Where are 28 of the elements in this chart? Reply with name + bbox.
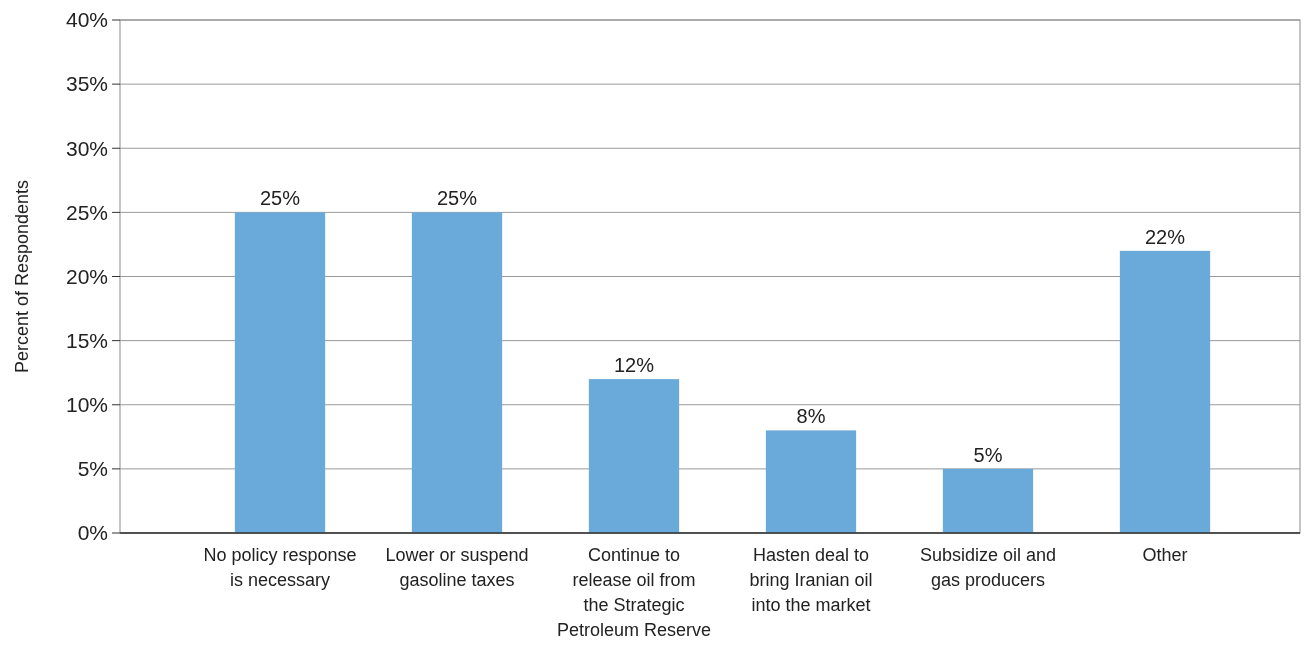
x-tick-label: Subsidize oil and gas producers bbox=[919, 545, 1057, 590]
x-tick-label: No policy response is necessary bbox=[203, 545, 357, 590]
data-label: 25% bbox=[259, 187, 301, 210]
y-tick-label: 5% bbox=[77, 457, 108, 481]
y-tick-label: 40% bbox=[65, 8, 108, 32]
bar bbox=[942, 468, 1034, 533]
y-tick-label: 15% bbox=[65, 328, 108, 352]
x-tick-label: Lower or suspend gasoline taxes bbox=[385, 545, 529, 590]
x-tick-label: Hasten deal to bring Iranian oil into the market bbox=[749, 545, 873, 615]
bar bbox=[411, 212, 503, 533]
y-tick-label: 35% bbox=[65, 72, 108, 96]
bar bbox=[765, 430, 857, 533]
bar bbox=[1119, 250, 1211, 533]
x-tick-label: Other bbox=[1142, 545, 1188, 565]
data-label: 12% bbox=[613, 354, 655, 377]
bar bbox=[234, 212, 326, 533]
x-tick-label: Continue to release oil from the Strategic Petroleum Reserve bbox=[556, 545, 712, 640]
bar bbox=[588, 379, 680, 533]
y-tick-label: 20% bbox=[65, 264, 108, 288]
y-tick-label: 10% bbox=[65, 393, 108, 417]
data-label: 22% bbox=[1144, 225, 1186, 248]
y-tick-label: 30% bbox=[65, 136, 108, 160]
data-label: 25% bbox=[436, 187, 478, 210]
data-label: 5% bbox=[973, 443, 1003, 466]
y-tick-label: 25% bbox=[65, 200, 108, 224]
y-tick-label: 0% bbox=[77, 521, 108, 545]
y-axis-title: Percent of Respondents bbox=[12, 179, 32, 374]
data-label: 8% bbox=[796, 405, 826, 428]
